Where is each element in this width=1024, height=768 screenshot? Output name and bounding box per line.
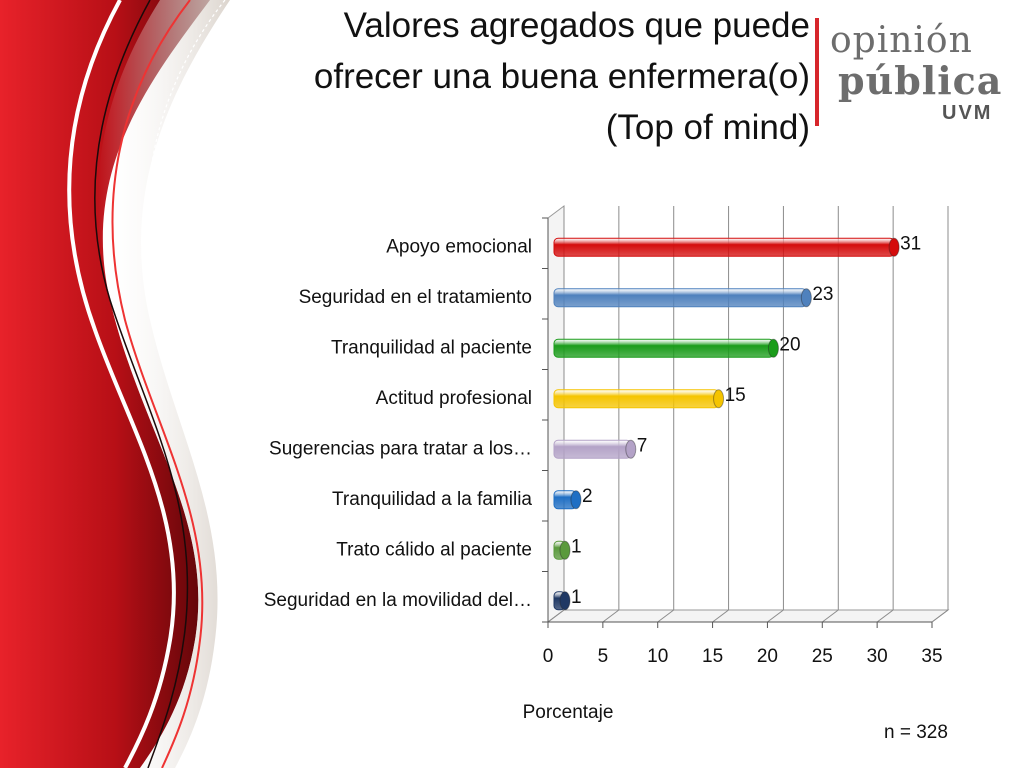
chart-labels: 0 5 10 15 20 25 30 35 31 Apoyo emocional 23 Segurid… xyxy=(264,233,943,667)
category-label: Trato cálido al paciente xyxy=(336,539,532,560)
x-tick-label: 20 xyxy=(757,646,778,667)
chart-grid xyxy=(542,205,950,628)
data-label: 15 xyxy=(725,385,746,406)
data-label: 20 xyxy=(779,334,800,355)
bar-7 xyxy=(553,540,571,560)
x-axis-title: Porcentaje xyxy=(523,702,614,723)
category-label: Actitud profesional xyxy=(376,388,532,409)
bar-cap xyxy=(559,540,571,560)
gridline-floor xyxy=(712,609,729,623)
x-tick-label: 35 xyxy=(921,646,942,667)
data-label: 7 xyxy=(637,435,648,456)
category-label: Sugerencias para tratar a los… xyxy=(269,438,532,459)
bar-4 xyxy=(553,389,725,409)
bar-6 xyxy=(553,490,582,510)
gridline-floor xyxy=(602,609,620,623)
logo-line-3: UVM xyxy=(942,102,993,124)
bar-body xyxy=(553,338,774,358)
bar-cap xyxy=(888,237,900,257)
bar-body xyxy=(553,237,895,257)
bar-2 xyxy=(553,288,812,308)
category-label: Apoyo emocional xyxy=(386,236,532,257)
category-label: Tranquilidad a la familia xyxy=(332,489,532,510)
bar-body xyxy=(553,439,632,459)
x-tick-label: 5 xyxy=(598,646,609,667)
gridline-floor xyxy=(931,609,949,623)
logo-line-1: opinión xyxy=(830,20,973,61)
sample-size-note: n = 328 xyxy=(884,722,948,743)
title-line-3: (Top of mind) xyxy=(605,108,810,147)
category-label: Seguridad en el tratamiento xyxy=(299,287,532,308)
chart-floor xyxy=(546,609,950,623)
gridline-floor xyxy=(547,609,565,623)
bar-cap xyxy=(800,288,812,308)
x-tick-label: 25 xyxy=(812,646,833,667)
title-line-1: Valores agregados que puede xyxy=(343,6,810,45)
gridline-floor xyxy=(876,609,894,623)
category-label: Seguridad en la movilidad del… xyxy=(264,590,532,611)
data-label: 2 xyxy=(582,486,593,507)
gridline-floor xyxy=(821,609,839,623)
gridline-floor xyxy=(767,609,784,623)
bar-3 xyxy=(553,338,779,358)
logo-line-2: pública xyxy=(838,58,1003,103)
bar-cap xyxy=(559,591,571,611)
x-tick-label: 15 xyxy=(702,646,723,667)
bar-cap xyxy=(713,389,725,409)
bar-8 xyxy=(553,591,571,611)
x-tick-label: 0 xyxy=(543,646,554,667)
bar-cap xyxy=(625,439,637,459)
gridline-floor xyxy=(657,609,675,623)
x-tick-label: 30 xyxy=(867,646,888,667)
data-label: 1 xyxy=(571,587,582,608)
bar-body xyxy=(553,389,720,409)
data-label: 23 xyxy=(812,284,833,305)
x-tick-label: 10 xyxy=(647,646,668,667)
bar-body xyxy=(553,288,807,308)
slide-title: Valores agregados que puede ofrecer una … xyxy=(210,0,810,153)
title-line-2: ofrecer una buena enfermera(o) xyxy=(313,57,810,96)
category-label: Tranquilidad al paciente xyxy=(331,337,532,358)
chart-bars xyxy=(553,237,900,611)
bar-cap xyxy=(767,338,779,358)
bar-5 xyxy=(553,439,637,459)
logo-divider xyxy=(815,18,819,126)
data-label: 1 xyxy=(571,536,582,557)
bar-1 xyxy=(553,237,900,257)
data-label: 31 xyxy=(900,233,921,254)
opinion-publica-logo: opinión pública UVM xyxy=(830,18,1010,128)
bar-cap xyxy=(570,490,582,510)
